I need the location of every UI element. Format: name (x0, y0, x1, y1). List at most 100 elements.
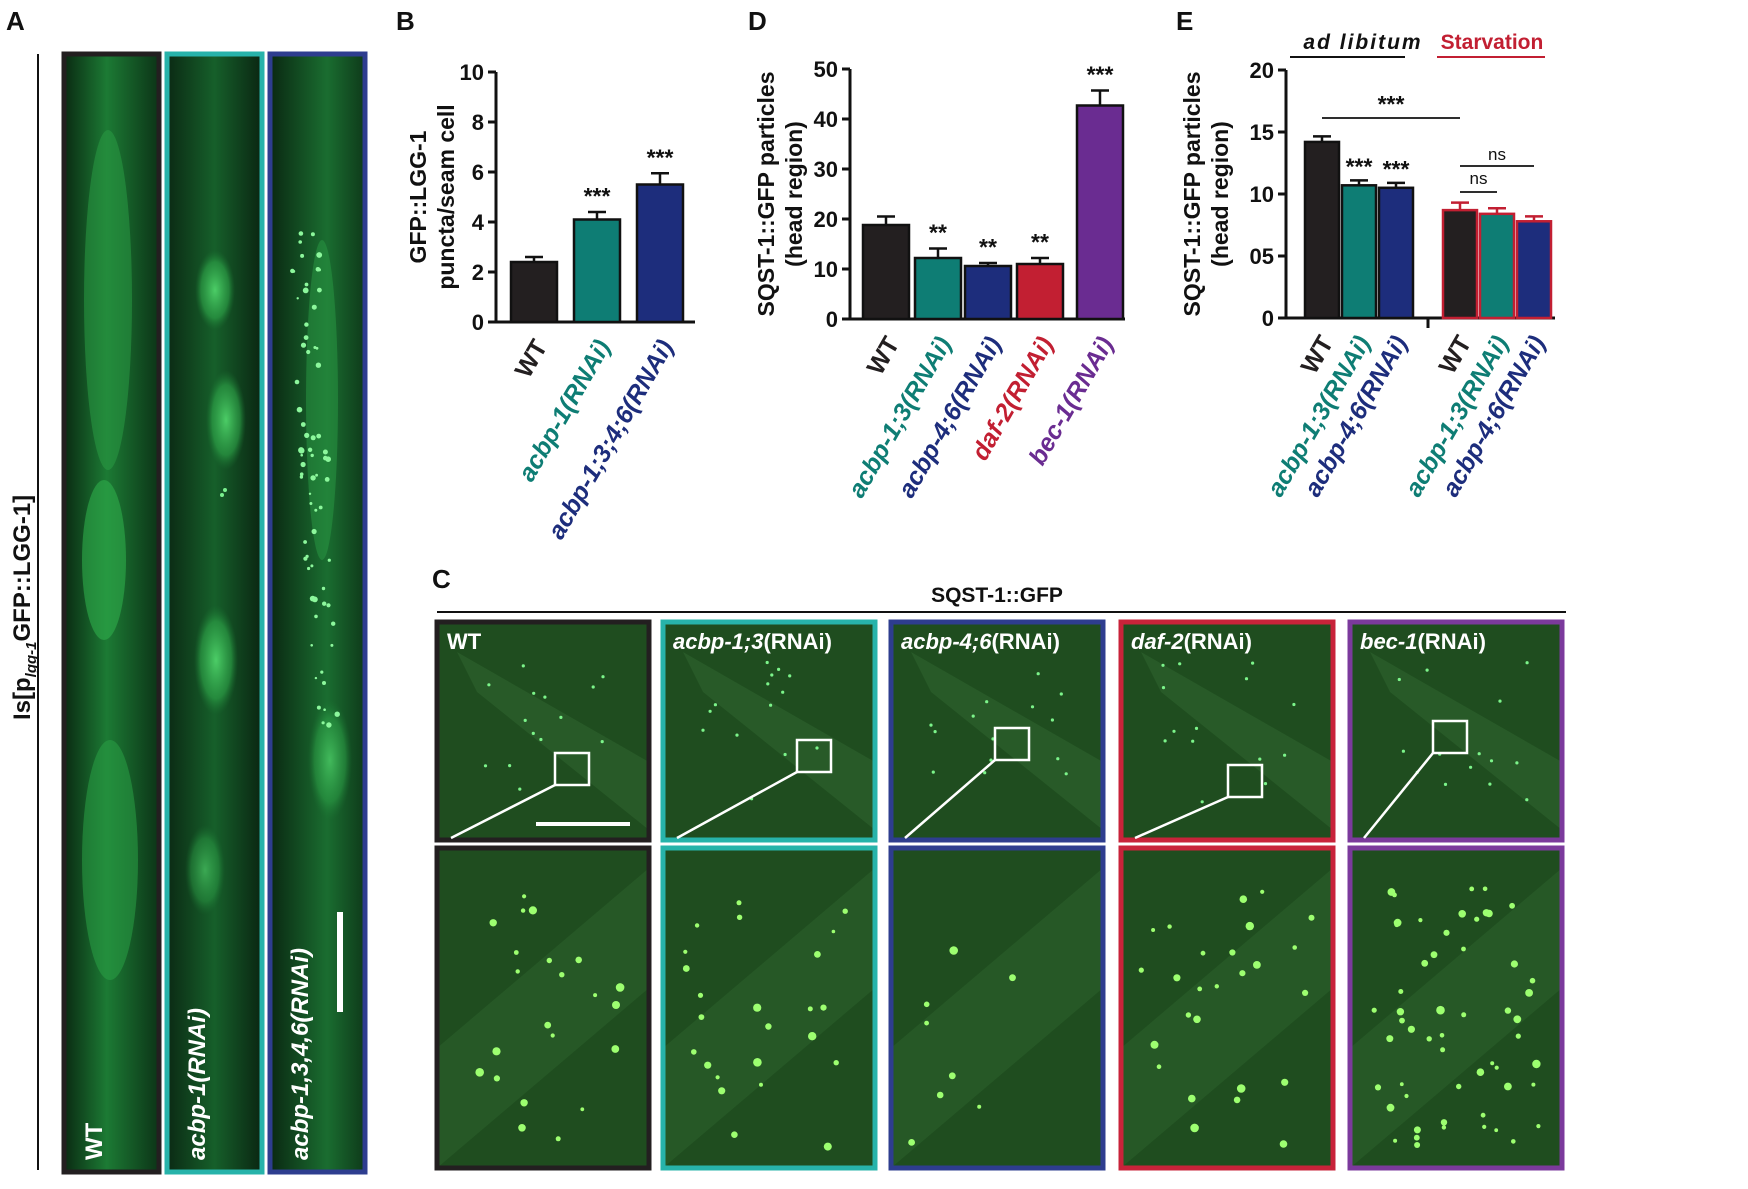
gfp-punctum (1172, 729, 1176, 733)
bar (1075, 104, 1125, 321)
gfp-punctum (1525, 798, 1529, 802)
y-tick-label: 10 (1250, 182, 1274, 207)
panel-d-letter: D (748, 6, 767, 36)
gfp-punctum (1440, 1047, 1446, 1053)
gfp-punctum (1477, 752, 1481, 756)
gfp-punctum (1480, 1112, 1486, 1118)
panel-c-letter: C (432, 564, 451, 594)
gfp-punctum (311, 528, 317, 535)
bar (1377, 186, 1415, 320)
gfp-punctum (314, 508, 318, 512)
gfp-punctum (309, 502, 313, 505)
gfp-punctum (322, 449, 328, 455)
y-axis-label: SQST-1::GFP particles(head region) (753, 72, 807, 317)
y-tick-label: 2 (472, 260, 484, 285)
micrograph-grid: WT acbp-1;3(RNAi) acbp-4;6(RNAi) daf-2(RNAi… (434, 619, 1565, 1171)
gfp-punctum (1413, 1134, 1420, 1141)
gfp-punctum (1488, 782, 1492, 786)
micrograph-frame (660, 845, 878, 1171)
worm-body (911, 652, 1103, 830)
x-tick-label: WT (862, 332, 906, 380)
gfp-punctum (1151, 928, 1156, 932)
gfp-punctum (1161, 686, 1166, 690)
micrograph-frame (888, 845, 1106, 1171)
gfp-punctum (1441, 1125, 1447, 1130)
gfp-punctum (1197, 986, 1203, 992)
gfp-punctum (593, 993, 598, 998)
gfp-punctum (310, 232, 315, 237)
y-tick-label: 8 (472, 110, 484, 135)
gfp-punctum (324, 477, 330, 482)
gfp-punctum (1439, 1033, 1445, 1038)
gfp-punctum (814, 951, 821, 958)
gfp-punctum (334, 711, 340, 717)
gfp-punctum (1425, 668, 1429, 672)
gfp-punctum (735, 733, 739, 737)
y-tick-label: 20 (814, 207, 838, 232)
gfp-punctum (298, 231, 304, 236)
inset-box (993, 726, 1031, 762)
gfp-punctum (983, 771, 987, 775)
gfp-punctum (923, 1001, 930, 1008)
gfp-punctum (314, 614, 318, 619)
gfp-punctum (523, 718, 527, 723)
gfp-punctum (731, 1131, 738, 1138)
gfp-punctum (1430, 951, 1438, 959)
gfp-punctum (1413, 1126, 1421, 1134)
micrograph-label: bec-1(RNAi) (1360, 629, 1486, 654)
gfp-punctum (555, 1136, 561, 1142)
panel-c-title: SQST-1::GFP (931, 584, 1063, 607)
gfp-punctum (683, 949, 688, 954)
gfp-punctum (300, 461, 306, 468)
gfp-punctum (1490, 1061, 1495, 1066)
gfp-punctum (1529, 977, 1536, 984)
gfp-punctum (315, 362, 322, 368)
gfp-punctum (327, 558, 331, 562)
gfp-punctum (1525, 989, 1533, 997)
inset-box (1431, 719, 1469, 755)
gfp-punctum (1494, 1128, 1499, 1133)
gfp-punctum (1456, 1083, 1462, 1090)
y-tick-label: 05 (1250, 244, 1274, 269)
gfp-punctum (1292, 702, 1296, 707)
gfp-punctum (1239, 970, 1246, 977)
gfp-punctum (1461, 946, 1466, 952)
gfp-punctum (808, 1032, 817, 1041)
y-tick-label: 10 (460, 60, 484, 85)
gfp-punctum (299, 472, 304, 477)
gfp-punctum (815, 746, 819, 750)
gfp-punctum (694, 923, 700, 928)
gfp-punctum (697, 992, 704, 998)
gfp-punctum (1509, 902, 1515, 909)
gfp-punctum (518, 787, 522, 791)
gfp-punctum (769, 703, 773, 707)
inset-box (553, 751, 591, 787)
gfp-punctum (1511, 1139, 1516, 1144)
gfp-punctum (1059, 692, 1063, 696)
y-axis-label: SQST-1::GFP particles(head region) (1179, 72, 1233, 317)
gfp-punctum (1386, 1103, 1395, 1112)
gfp-punctum (296, 297, 299, 300)
gfp-punctum (783, 752, 787, 757)
gfp-punctum (1482, 886, 1488, 892)
gfp-punctum (1399, 1082, 1404, 1087)
micrograph-label: acbp-1;3(RNAi) (673, 629, 832, 654)
gfp-punctum (1279, 1140, 1288, 1148)
gfp-punctum (306, 349, 311, 355)
gfp-punctum (1233, 1096, 1241, 1104)
micrograph-column: acbp-4;6(RNAi) (888, 619, 1106, 1171)
panel-e: E ad libitum Starvation 0 05 10 15 20 SQST-1:… (1176, 6, 1555, 501)
gfp-punctum (908, 1139, 915, 1146)
comparison-label: ns (1488, 145, 1506, 164)
gfp-punctum (736, 900, 742, 906)
gfp-punctum (317, 268, 321, 272)
gfp-punctum (1515, 761, 1519, 765)
gfp-punctum (294, 379, 300, 385)
comparison-label: ns (1470, 169, 1488, 188)
gfp-punctum (1064, 772, 1068, 776)
gfp-punctum (1396, 1008, 1405, 1016)
gfp-punctum (331, 621, 336, 626)
significance-label: *** (1087, 62, 1114, 88)
gfp-punctum (575, 956, 582, 964)
